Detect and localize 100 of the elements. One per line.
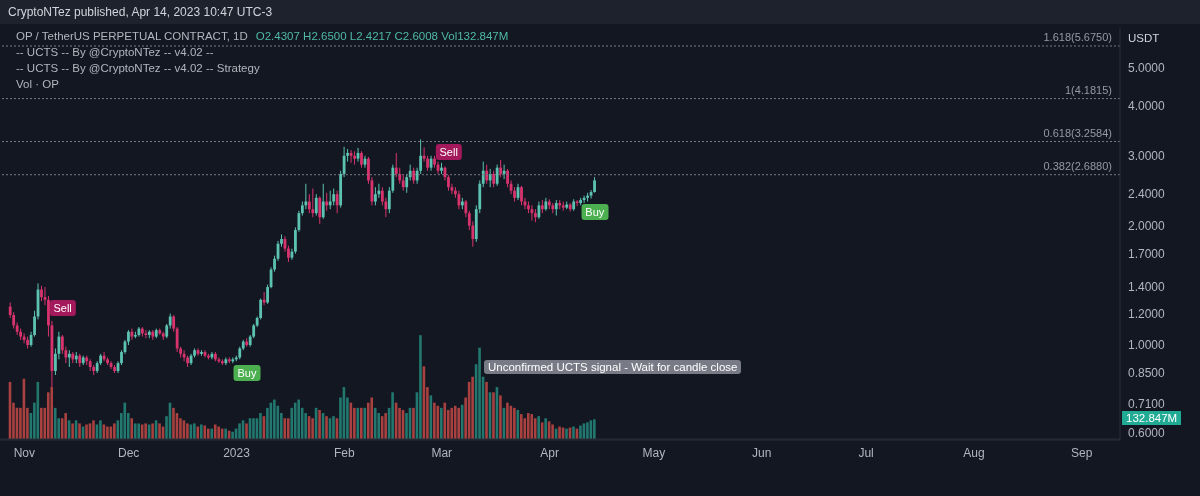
- bar: [457, 407, 460, 439]
- bar: [151, 423, 154, 439]
- ref-line-label: 1.618(5.6750): [1043, 30, 1112, 43]
- bar: [332, 416, 335, 439]
- y-tick-label: 0.6000: [1128, 426, 1166, 441]
- bar: [92, 420, 95, 439]
- bar: [259, 413, 262, 439]
- x-tick-label: 2023: [223, 445, 251, 460]
- text: CryptoNTez published, Apr 14, 2023 10:47 UTC-3: [8, 5, 273, 19]
- bar: [231, 431, 234, 439]
- bar: [370, 397, 374, 439]
- bar: [283, 418, 287, 439]
- bar: [245, 423, 248, 439]
- ref-line-label: 1(4.1815): [1064, 83, 1112, 96]
- bar: [99, 420, 102, 439]
- annotation: Sell: [49, 299, 76, 316]
- y-tick-label: 1.7000: [1128, 246, 1166, 261]
- annotation: Unconfirmed UCTS signal - Wait for candle close: [484, 360, 742, 374]
- bar: [551, 424, 554, 439]
- bar: [311, 418, 314, 439]
- bar: [200, 424, 203, 439]
- bar: [513, 407, 516, 439]
- candlestick: [481, 161, 485, 188]
- bar: [158, 423, 161, 439]
- bar: [144, 423, 147, 439]
- bar: [520, 414, 523, 439]
- annotation: Sell: [435, 143, 462, 160]
- annotation: -- UCTS -- By @CryptoNTez -- v4.02 --: [16, 46, 214, 58]
- x-tick-label: Feb: [334, 445, 356, 460]
- candlestick: [502, 164, 506, 180]
- bar: [123, 402, 127, 439]
- bar: [419, 335, 422, 439]
- bar: [593, 419, 596, 439]
- bar: [206, 428, 210, 439]
- bar: [530, 414, 534, 439]
- ref-line-label: 0.618(3.2584): [1043, 126, 1112, 139]
- bar: [586, 422, 589, 439]
- y-tick-label: 3.0000: [1128, 149, 1166, 164]
- x-tick-label: Sep: [1071, 445, 1093, 460]
- x-tick-label: Jun: [752, 445, 772, 460]
- bar: [293, 402, 297, 439]
- bar: [172, 407, 175, 439]
- x-tick-label: Mar: [431, 445, 453, 460]
- bar: [373, 407, 377, 439]
- candlestick: [307, 193, 311, 214]
- candlestick: [405, 173, 409, 194]
- bar: [297, 399, 300, 439]
- bar: [290, 407, 294, 439]
- bar: [440, 407, 443, 439]
- chart-title: OP / TetherUS PERPETUAL CONTRACT, 1D: [16, 30, 248, 42]
- x-tick-label: Nov: [13, 445, 36, 460]
- bar: [499, 395, 502, 439]
- bar: [193, 423, 196, 439]
- bar: [252, 418, 255, 439]
- y-tick-label: 4.0000: [1128, 99, 1166, 114]
- y-tick-label: 2.4000: [1128, 187, 1166, 202]
- bar: [353, 407, 356, 439]
- x-tick-label: Jul: [858, 445, 874, 460]
- bar: [266, 407, 269, 439]
- candlestick: [22, 332, 26, 344]
- bar: [471, 376, 474, 439]
- candlestick: [485, 164, 489, 185]
- bar: [360, 407, 363, 439]
- candlestick: [311, 188, 315, 218]
- x-tick-label: Aug: [963, 445, 985, 460]
- bar: [537, 416, 540, 439]
- x-tick-label: Dec: [118, 445, 140, 460]
- bar: [85, 424, 88, 439]
- y-axis-title: USDT: [1128, 32, 1160, 44]
- candlestick: [175, 326, 179, 353]
- candlestick: [321, 183, 325, 220]
- bar: [186, 423, 189, 439]
- ref-line-label: 0.382(2.6880): [1043, 159, 1112, 172]
- annotation: Buy: [233, 364, 261, 381]
- bar: [78, 423, 81, 439]
- candlestick: [374, 186, 377, 206]
- bar: [53, 407, 57, 439]
- bar: [492, 392, 495, 439]
- bar: [443, 402, 447, 439]
- bar: [238, 423, 241, 439]
- candlestick: [102, 351, 106, 362]
- bar: [210, 428, 214, 439]
- bar: [106, 426, 109, 439]
- bar: [363, 407, 367, 439]
- bar: [558, 426, 561, 439]
- bar: [286, 418, 290, 439]
- bar: [450, 407, 454, 439]
- bar: [526, 413, 530, 439]
- bar: [398, 407, 401, 439]
- annotation: O2.4307 H2.6500 L2.4217 C2.6008 Vol132.847M: [255, 30, 509, 42]
- bar: [391, 392, 394, 439]
- y-tick-label: 5.0000: [1128, 61, 1166, 76]
- annotation: -- UCTS -- By @CryptoNTez -- v4.02 -- Strategy: [16, 62, 260, 74]
- bar: [453, 405, 457, 439]
- y-tick-label: 1.0000: [1128, 338, 1166, 353]
- y-tick-label: 1.4000: [1128, 280, 1166, 295]
- bar: [565, 428, 568, 439]
- text: 132.847M: [1122, 411, 1182, 425]
- bar: [478, 347, 481, 439]
- candlestick: [314, 193, 318, 217]
